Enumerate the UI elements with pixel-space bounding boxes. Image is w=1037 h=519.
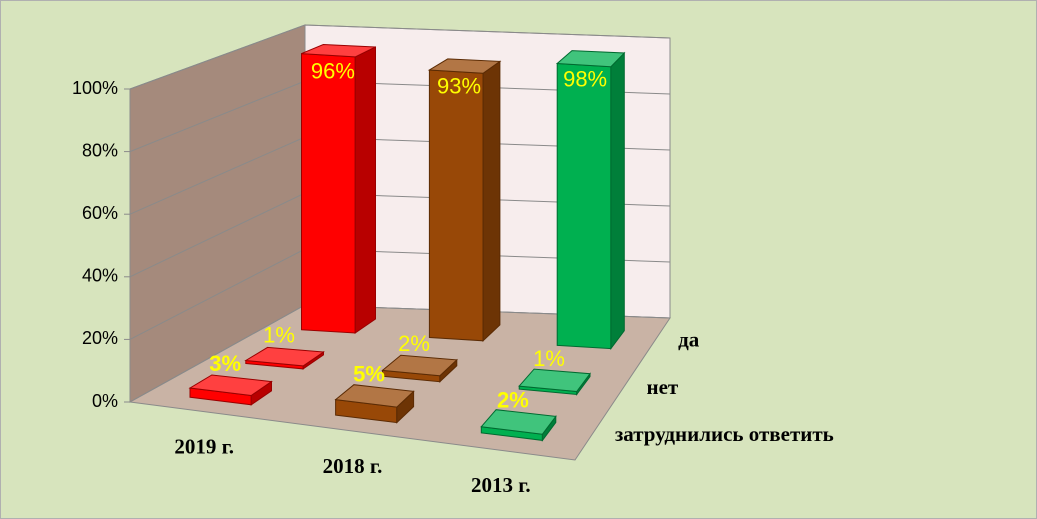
x-tick-label: 2018 г. (323, 454, 383, 478)
bar (188, 374, 273, 406)
bar-side (482, 60, 501, 342)
bar (244, 346, 325, 370)
value-label: 5% (353, 362, 385, 387)
bar-top (188, 374, 273, 397)
y-tick-label: 80% (82, 140, 118, 160)
bar (480, 409, 557, 442)
bar-front (556, 62, 612, 350)
value-label: 1% (533, 346, 565, 371)
bar (555, 50, 626, 351)
bar (381, 354, 458, 383)
bar (301, 43, 376, 334)
y-tick-label: 40% (82, 266, 118, 286)
bar-top (381, 354, 458, 377)
y-tick-label: 100% (72, 78, 118, 98)
x-tick-label: 2019 г. (174, 434, 234, 458)
legend-label: да (678, 327, 700, 351)
bar (334, 384, 415, 424)
bar (518, 368, 591, 397)
bar-top (301, 43, 376, 58)
y-tick-label: 0% (92, 391, 118, 411)
grid-line (129, 24, 671, 90)
bar-top (244, 346, 325, 367)
bar-front (428, 69, 484, 342)
bar-top (518, 368, 591, 393)
value-label: 93% (437, 74, 481, 99)
bar-top (480, 409, 557, 435)
y-tick-label: 20% (82, 328, 118, 348)
value-label: 1% (263, 322, 295, 347)
bar-top (334, 384, 415, 408)
bar (427, 58, 502, 342)
legend-label: нет (647, 375, 679, 399)
legend-label: затруднились ответить (615, 422, 834, 446)
y-tick-label: 60% (82, 203, 118, 223)
value-label: 2% (398, 331, 430, 356)
value-label: 2% (497, 388, 529, 413)
bar-side (610, 51, 625, 351)
bar-top (427, 58, 502, 74)
bar-front (301, 53, 356, 334)
value-label: 3% (209, 351, 241, 376)
x-tick-label: 2013 г. (471, 473, 531, 497)
value-label: 96% (311, 58, 355, 83)
bar-top (555, 50, 626, 68)
bar-side (354, 46, 376, 334)
value-label: 98% (563, 66, 607, 91)
